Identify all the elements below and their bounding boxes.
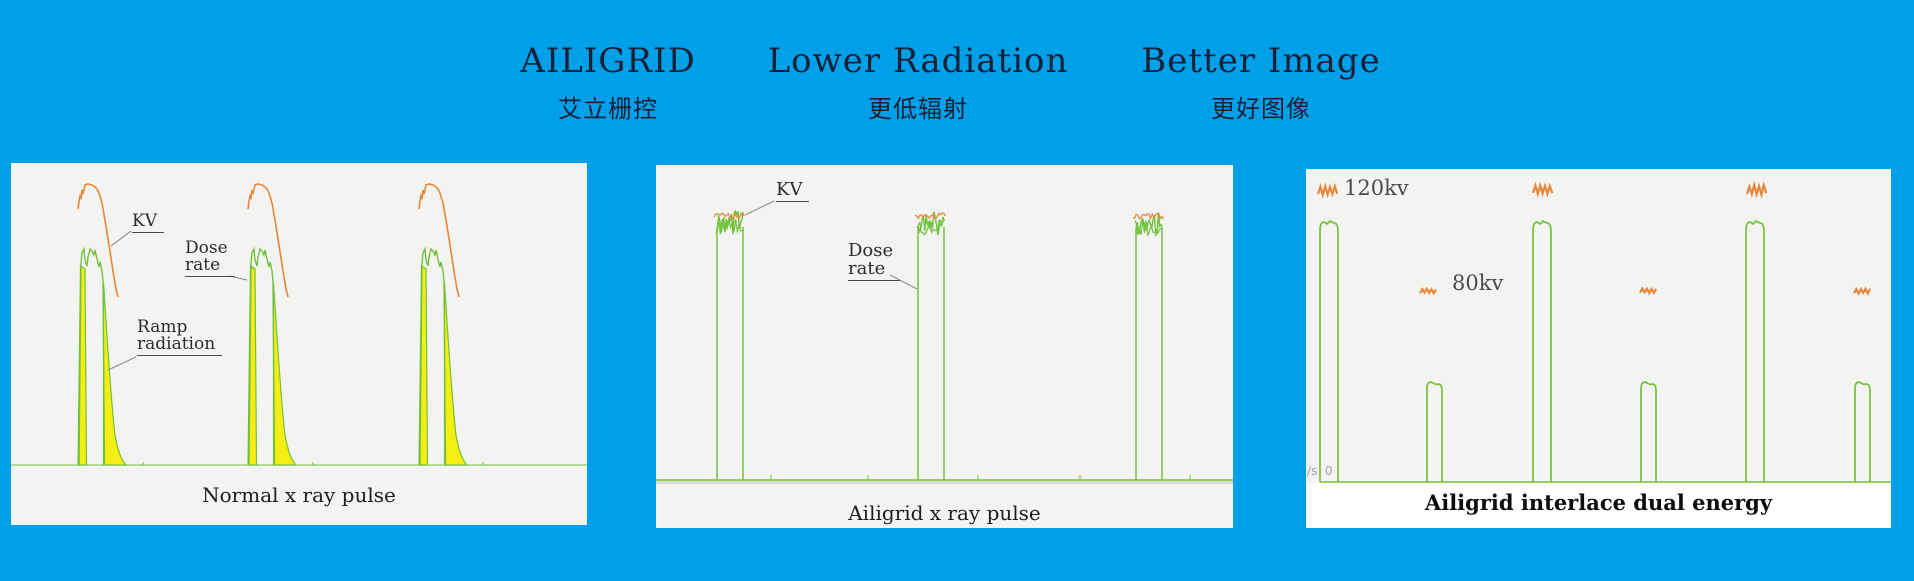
- dual-energy-waveform: [1306, 169, 1891, 528]
- axis-zero-label: /s 0: [1307, 464, 1333, 478]
- panel-caption: Ailigrid interlace dual energy: [1424, 490, 1773, 515]
- panel-caption: Ailigrid x ray pulse: [848, 501, 1041, 525]
- kv-label-text: KV: [776, 181, 810, 202]
- title-ailigrid: AILIGRID: [520, 41, 696, 81]
- header-column-ailigrid: AILIGRID 艾立栅控: [520, 42, 695, 122]
- dose-rate-label: Dose rate: [185, 240, 235, 277]
- header-column-lower-radiation: Lower Radiation 更低辐射: [768, 42, 1069, 122]
- dose-rate-label: Dose rate: [848, 240, 901, 281]
- kv-120-label: 120kv: [1344, 176, 1409, 200]
- panel-ailigrid-x-ray-pulse: KV Dose rate Ailigrid x ray pulse: [656, 165, 1233, 528]
- title-better-image: Better Image: [1141, 41, 1381, 81]
- panel-caption: Normal x ray pulse: [202, 483, 396, 507]
- kv-label-text: KV: [132, 213, 164, 233]
- subtitle-lower-radiation-cn: 更低辐射: [867, 95, 968, 123]
- dose-rate-label-line2: rate: [848, 258, 886, 279]
- ramp-radiation-label-line2: radiation: [137, 334, 216, 354]
- subtitle-ailigrid-cn: 艾立栅控: [557, 95, 658, 123]
- ailigrid-pulse-waveform: [656, 165, 1233, 528]
- kv-label: KV: [776, 181, 810, 202]
- kv-80-label: 80kv: [1452, 271, 1504, 295]
- header-column-better-image: Better Image 更好图像: [1141, 42, 1380, 122]
- normal-pulse-waveform: [11, 163, 587, 525]
- ramp-radiation-label-line1: Ramp: [137, 317, 188, 337]
- kv-label: KV: [132, 213, 164, 233]
- dose-rate-label-line2: rate: [185, 255, 221, 275]
- subtitle-better-image-cn: 更好图像: [1210, 95, 1311, 123]
- dose-rate-label-line1: Dose: [185, 238, 228, 258]
- title-lower-radiation: Lower Radiation: [767, 41, 1069, 81]
- panel-normal-x-ray-pulse: KV Dose rate Ramp radiation Normal x ray…: [11, 163, 587, 525]
- dose-rate-label-line1: Dose: [848, 240, 894, 261]
- panel-ailigrid-interlace-dual-energy: 120kv 80kv /s 0 Ailigrid interlace dual …: [1306, 169, 1891, 528]
- ramp-radiation-label: Ramp radiation: [137, 317, 223, 356]
